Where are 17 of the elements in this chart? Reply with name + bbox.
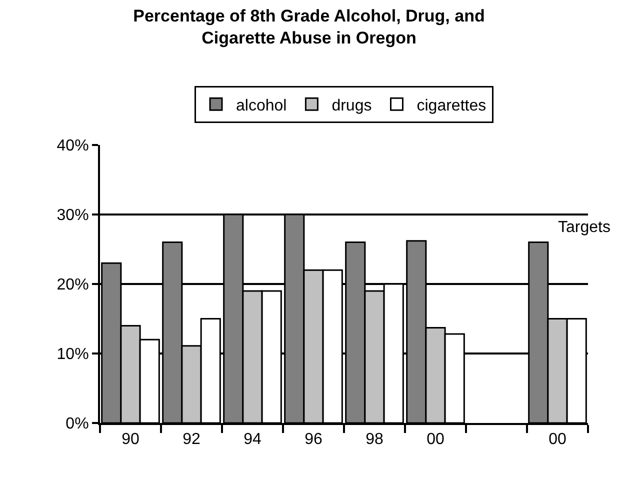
x-tick-label: 90: [122, 431, 140, 448]
x-tick-label: 00: [548, 431, 566, 448]
x-tick-label: 00: [426, 431, 444, 448]
y-tick-label: 10%: [56, 346, 89, 364]
legend-label: drugs: [332, 97, 372, 114]
legend-label: cigarettes: [416, 97, 486, 114]
annotation: Targets: [558, 219, 610, 236]
y-tick-label: 40%: [56, 138, 89, 155]
x-tick-label: 96: [304, 431, 322, 448]
y-tick-label: 20%: [56, 276, 89, 294]
y-tick-label: 0%: [66, 416, 89, 433]
legend-label: alcohol: [236, 97, 287, 114]
chart-title: Percentage of 8th Grade Alcohol, Drug, and Cigarette Abuse in Oregon: [133, 6, 485, 48]
x-tick-label: 92: [182, 431, 200, 448]
x-tick-label: 94: [244, 431, 262, 448]
x-tick-label: 98: [366, 431, 384, 448]
y-tick-label: 30%: [56, 207, 89, 224]
